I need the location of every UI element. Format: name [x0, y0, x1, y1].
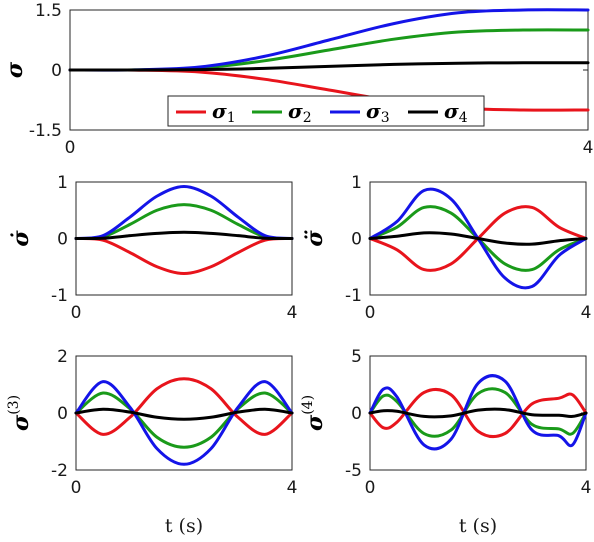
y-tick-label: 1	[57, 173, 68, 193]
y-tick-label: -5	[345, 461, 362, 481]
x-tick-label: 0	[365, 303, 376, 323]
subplot-3: 10-10 4σ̈	[302, 173, 591, 323]
y-axis-label: σ(3)	[6, 395, 34, 431]
legend: σ1 σ2 σ3 σ4	[167, 95, 485, 127]
x-tick-label: 0	[65, 138, 76, 158]
x-tick-label: 4	[581, 478, 592, 498]
series-line-4	[74, 407, 294, 421]
series-line-2	[368, 387, 588, 438]
series-line-2	[74, 391, 294, 449]
series-line-4	[68, 61, 590, 72]
x-tick-label: 4	[287, 303, 298, 323]
subplot-2: 10-10 4σ̇	[8, 173, 297, 323]
y-tick-label: 1.5	[35, 1, 62, 21]
y-tick-label: 0	[351, 230, 362, 250]
y-axis-label: σ̇	[8, 230, 34, 247]
x-tick-label: 4	[287, 478, 298, 498]
series-line-1	[368, 387, 588, 439]
x-tick-label: 0	[71, 478, 82, 498]
y-tick-label: 0	[57, 230, 68, 250]
legend-entry: σ1	[212, 99, 236, 126]
subplot-5: 50-50 4σ(4)t (s)	[300, 347, 591, 537]
y-tick-label: 2	[57, 347, 68, 367]
x-tick-label: 0	[365, 478, 376, 498]
x-tick-label: 0	[71, 303, 82, 323]
y-axis-label: σ̈	[302, 230, 328, 247]
legend-entry: σ4	[444, 99, 468, 126]
series-line-3	[74, 185, 294, 240]
y-axis-label: σ(4)	[300, 395, 328, 431]
y-tick-label: -1	[51, 286, 68, 306]
y-tick-label: -1	[345, 286, 362, 306]
series-line-3	[368, 374, 588, 451]
series-line-3	[74, 380, 294, 466]
y-tick-label: 0	[57, 404, 68, 424]
y-axis-label: σ	[2, 61, 28, 78]
series-line-1	[74, 237, 294, 276]
legend-entry: σ3	[366, 99, 390, 126]
x-tick-label: 4	[581, 303, 592, 323]
y-tick-label: 5	[351, 347, 362, 367]
series-line-4	[368, 407, 588, 419]
y-tick-label: 0	[351, 404, 362, 424]
y-tick-label: -2	[51, 461, 68, 481]
series-line-4	[368, 231, 588, 246]
x-tick-label: 4	[583, 138, 594, 158]
legend-entry: σ2	[288, 99, 312, 126]
series-line-2	[74, 203, 294, 240]
series-line-4	[74, 230, 294, 241]
x-axis-label: t (s)	[459, 515, 497, 537]
subplot-4: 20-20 4σ(3)t (s)	[6, 347, 297, 537]
x-axis-label: t (s)	[165, 515, 203, 537]
series-line-1	[74, 377, 294, 436]
y-tick-label: 1	[351, 173, 362, 193]
y-tick-label: 0	[51, 61, 62, 81]
y-tick-label: -1.5	[29, 121, 62, 141]
axes-frame	[75, 355, 293, 471]
